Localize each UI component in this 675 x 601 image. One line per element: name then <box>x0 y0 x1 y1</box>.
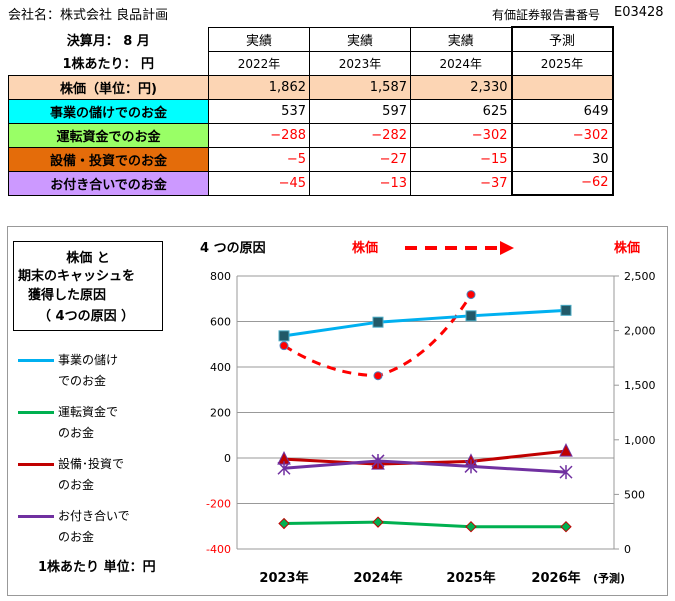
x-tick-label: 2024年 <box>353 570 402 586</box>
table-row: 事業の儲けでのお金 537 597 625 649 <box>8 98 614 124</box>
square-marker <box>372 316 384 328</box>
company-name: 会社名：株式会社 良品計画 <box>8 8 169 23</box>
x-tick-label: 2026年 <box>531 570 580 586</box>
report-number-label: 有価証券報告書番号 <box>492 8 601 22</box>
chart-title-box: 株価 と 期末のキャッシュを <box>13 241 163 331</box>
col-year: 2022年 <box>208 50 310 76</box>
star-marker <box>559 465 573 480</box>
col-type: 実績 <box>208 26 310 52</box>
legend-label: のお金 <box>58 426 95 440</box>
cell-value: 597 <box>309 98 411 124</box>
stock-price-point <box>466 290 476 300</box>
series-line <box>283 520 566 529</box>
series-line <box>283 308 567 338</box>
title-line: 期末のキャッシュを <box>18 269 136 284</box>
cell-value: 30 <box>510 146 614 172</box>
diamond-marker <box>372 516 384 528</box>
fiscal-month: 決算月： 8 月 <box>66 33 150 49</box>
y-tick-label: 800 <box>210 270 231 283</box>
stock-price-point <box>279 341 289 351</box>
cashflow-table: 決算月： 8 月 実績 実績 実績 予測 1株あたり： 円 2022年 2023… <box>8 26 614 196</box>
stock-legend-label: 株価 <box>352 240 378 256</box>
diamond-marker <box>465 520 477 533</box>
chart-title: 4 つの原因 <box>200 241 266 256</box>
legend-label: お付き合いで <box>58 509 130 523</box>
cell-value <box>510 74 614 100</box>
y-tick-label: -200 <box>206 498 231 511</box>
y-tick-label: 200 <box>210 407 231 420</box>
legend-label: のお金 <box>58 478 95 492</box>
col-type: 予測 <box>510 26 614 52</box>
y-tick-label: 0 <box>224 452 231 465</box>
y2-tick-label: 2,000 <box>624 325 656 338</box>
arrow-right-icon <box>500 241 514 255</box>
square-marker <box>465 310 477 322</box>
cell-value: −302 <box>510 122 614 148</box>
title-line: （ 4つの原因 ） <box>38 309 135 324</box>
title-line: 獲得した原因 <box>28 288 107 303</box>
y2-tick-label: 500 <box>624 488 645 501</box>
legend-label: 運転資金で <box>58 405 119 419</box>
y2-tick-label: 2,500 <box>624 270 656 283</box>
chart-panel <box>7 226 668 596</box>
stock-price-point <box>373 371 383 381</box>
table-row: お付き合いでのお金 −45 −13 −37 −62 <box>8 170 614 196</box>
x-tick-label: 2023年 <box>259 570 308 586</box>
series-line <box>283 459 567 474</box>
y-tick-label: 400 <box>210 361 231 374</box>
triangle-marker <box>559 443 573 457</box>
cell-value: −37 <box>410 170 512 196</box>
cell-value: 1,587 <box>309 74 411 100</box>
legend-label: でのお金 <box>58 374 107 388</box>
legend-swatch-icon <box>18 359 54 362</box>
diamond-marker <box>560 520 572 533</box>
legend-label: 事業の儲け <box>58 353 119 367</box>
title-line: 株価 と <box>66 251 110 266</box>
row-label: 運転資金でのお金 <box>8 122 209 148</box>
unit-note: 1株あたり 単位：円 <box>38 560 156 575</box>
cell-value: −27 <box>309 146 411 172</box>
y2-tick-label: 1,500 <box>624 379 656 392</box>
cell-value: 2,330 <box>410 74 512 100</box>
col-type: 実績 <box>410 26 512 52</box>
cell-value: 625 <box>410 98 512 124</box>
cell-value: 1,862 <box>208 74 310 100</box>
x-tick-label: 2025年 <box>446 570 495 586</box>
star-marker <box>277 461 291 476</box>
per-share: 1株あたり： 円 <box>62 57 155 73</box>
y-tick-label: -400 <box>206 543 231 556</box>
cell-value: −13 <box>309 170 411 196</box>
row-label: お付き合いでのお金 <box>8 170 209 196</box>
y2-axis-title: 株価 <box>614 240 640 256</box>
square-marker <box>560 304 572 316</box>
legend-label: のお金 <box>58 530 95 544</box>
cell-value: 649 <box>510 98 614 124</box>
table-row: 設備・投資でのお金 −5 −27 −15 30 <box>8 146 614 172</box>
row-label: 設備・投資でのお金 <box>8 146 209 172</box>
col-year: 2025年 <box>510 50 614 76</box>
legend-label: 設備･投資で <box>58 457 125 471</box>
legend-swatch-icon <box>18 515 54 518</box>
legend-swatch-icon <box>18 411 54 414</box>
cell-value: −62 <box>510 170 614 196</box>
cell-value: −45 <box>208 170 310 196</box>
star-marker <box>371 453 385 468</box>
diamond-marker <box>278 517 290 530</box>
y2-tick-label: 1,000 <box>624 434 656 447</box>
x-tick-suffix: (予測) <box>593 571 625 585</box>
square-marker <box>278 330 290 342</box>
stock-price-line <box>283 293 473 378</box>
y-tick-label: 600 <box>210 316 231 329</box>
y2-tick-label: 0 <box>624 543 631 556</box>
report-number: E03428 <box>614 5 664 20</box>
star-marker <box>464 459 478 474</box>
legend-swatch-icon <box>18 463 54 466</box>
